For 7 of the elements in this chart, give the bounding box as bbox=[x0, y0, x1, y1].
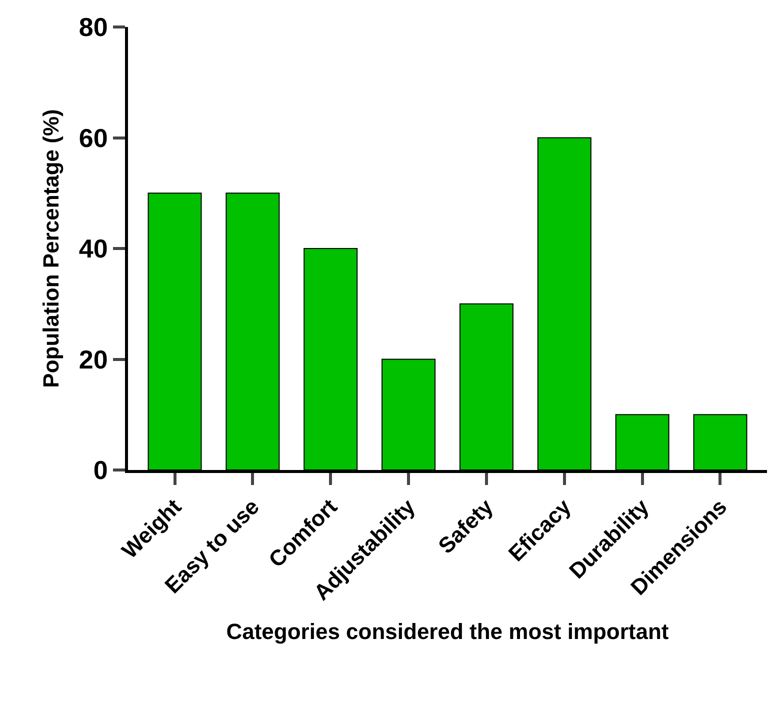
y-tick-label: 60 bbox=[78, 122, 108, 153]
y-axis-title: Population Percentage (%) bbox=[38, 109, 64, 388]
y-tick-label: 20 bbox=[78, 344, 108, 374]
y-tick-label: 0 bbox=[93, 455, 108, 486]
x-axis-title: Categories considered the most important bbox=[226, 618, 670, 644]
y-tick-label: 80 bbox=[78, 12, 108, 42]
y-tick-label: 40 bbox=[78, 234, 108, 264]
